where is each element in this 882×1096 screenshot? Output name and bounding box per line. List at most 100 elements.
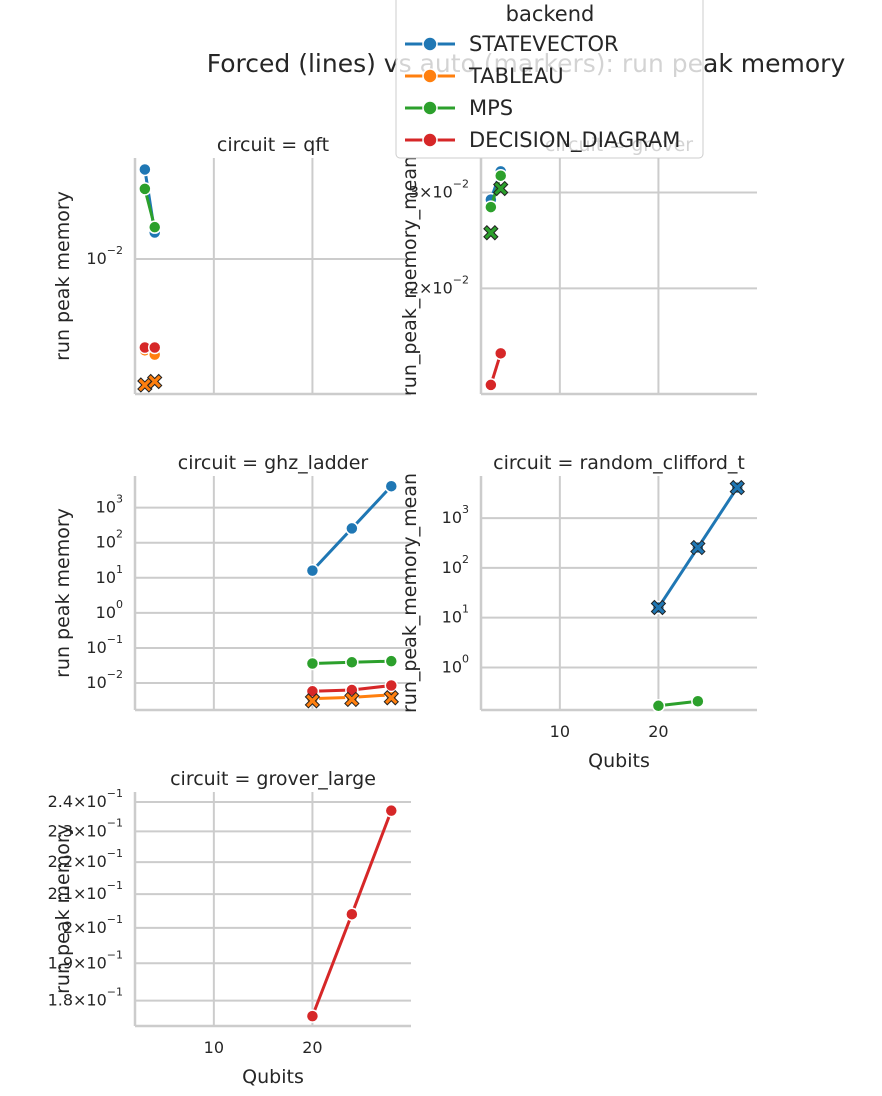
legend-marker bbox=[422, 36, 438, 52]
y-tick-label-exponent: 2 bbox=[462, 553, 469, 566]
y-tick-label-base: 2.1×10 bbox=[48, 884, 107, 903]
panel-title: circuit = random_clifford_t bbox=[493, 452, 745, 474]
panel-title: circuit = grover_large bbox=[170, 768, 376, 790]
y-tick-label-exponent: −1 bbox=[107, 633, 123, 646]
x-axis-label: Qubits bbox=[242, 1066, 304, 1088]
y-tick-label-exponent: 0 bbox=[116, 598, 123, 611]
y-axis-label: run_peak_memory_mean bbox=[399, 156, 421, 396]
data-point bbox=[651, 699, 666, 713]
data-point bbox=[305, 563, 320, 578]
data-point bbox=[345, 907, 359, 921]
y-tick-label-exponent: −2 bbox=[453, 273, 469, 286]
data-point bbox=[345, 655, 359, 670]
y-tick-label-base: 10 bbox=[96, 532, 116, 551]
legend-label: STATEVECTOR bbox=[469, 32, 619, 56]
y-tick-label-exponent: −2 bbox=[107, 668, 123, 681]
legend-item: STATEVECTOR bbox=[405, 32, 619, 56]
auto-marker bbox=[147, 373, 163, 390]
y-tick-label: 101 bbox=[442, 603, 469, 627]
y-tick-label: 1.8×10−1 bbox=[48, 986, 123, 1010]
legend-marker bbox=[422, 68, 438, 84]
legend-item: DECISION_DIAGRAM bbox=[405, 128, 680, 153]
y-tick-label-base: 2.2×10 bbox=[48, 852, 107, 871]
data-point bbox=[384, 654, 399, 668]
y-tick-label: 10−2 bbox=[86, 244, 123, 268]
y-tick-label: 3×10−2 bbox=[409, 177, 469, 201]
auto-marker bbox=[493, 180, 509, 197]
y-tick-label-base: 10 bbox=[86, 637, 106, 656]
y-tick-label-exponent: 0 bbox=[462, 652, 469, 665]
data-point bbox=[138, 182, 152, 196]
y-tick-label-exponent: −1 bbox=[107, 787, 123, 800]
auto-marker bbox=[483, 225, 499, 241]
x-tick-label: 10 bbox=[550, 722, 570, 741]
y-tick-label: 2.3×10−1 bbox=[48, 816, 123, 840]
y-tick-label-exponent: −1 bbox=[107, 948, 123, 961]
legend: backend STATEVECTOR TABLEAU MPS DECISION_DI… bbox=[395, 0, 704, 159]
legend-label: MPS bbox=[469, 96, 513, 120]
y-tick-label-base: 1.8×10 bbox=[48, 990, 107, 1009]
auto-marker bbox=[137, 377, 153, 393]
y-tick-label: 100 bbox=[442, 652, 469, 676]
data-point bbox=[345, 521, 359, 536]
data-point bbox=[691, 694, 705, 708]
y-tick-label: 2×10−2 bbox=[409, 273, 469, 297]
y-tick-label-exponent: −2 bbox=[107, 244, 123, 257]
legend-label: DECISION_DIAGRAM bbox=[469, 128, 680, 153]
y-tick-label: 2×10−1 bbox=[63, 913, 123, 937]
y-tick-label-base: 10 bbox=[442, 508, 462, 527]
auto-marker bbox=[344, 691, 360, 708]
data-point bbox=[484, 378, 498, 392]
data-point bbox=[484, 200, 498, 214]
data-point bbox=[384, 803, 399, 818]
legend-items: STATEVECTOR TABLEAU MPS DECISION_DIAGRAM bbox=[405, 32, 680, 153]
y-tick-label: 1.9×10−1 bbox=[48, 948, 123, 972]
y-tick-label-base: 10 bbox=[442, 657, 462, 676]
y-tick-label-base: 10 bbox=[86, 673, 106, 692]
y-tick-label: 101 bbox=[96, 563, 123, 587]
y-tick-label: 102 bbox=[96, 528, 123, 552]
legend-marker bbox=[422, 132, 438, 148]
data-point bbox=[147, 340, 162, 355]
panel-title: circuit = ghz_ladder bbox=[178, 452, 369, 474]
y-tick-label-base: 2.4×10 bbox=[48, 791, 107, 810]
y-tick-label-exponent: 3 bbox=[116, 493, 123, 506]
data-point bbox=[384, 678, 399, 693]
panel-1: 10−2 circuit = qft run peak memory bbox=[52, 134, 411, 396]
y-tick-label: 2.1×10−1 bbox=[48, 879, 123, 903]
data-point bbox=[138, 162, 152, 177]
y-tick-label-exponent: −1 bbox=[107, 847, 123, 860]
panel-title: circuit = qft bbox=[217, 134, 329, 156]
y-tick-label-exponent: 1 bbox=[116, 563, 123, 576]
y-tick-label-base: 10 bbox=[442, 607, 462, 626]
y-axis-label: run peak memory bbox=[52, 824, 74, 994]
y-tick-label-exponent: −1 bbox=[107, 986, 123, 999]
y-tick-label-exponent: 2 bbox=[116, 528, 123, 541]
y-tick-label: 102 bbox=[442, 553, 469, 577]
y-tick-label-base: 2.3×10 bbox=[48, 821, 107, 840]
data-point bbox=[493, 346, 508, 361]
y-tick-label-base: 10 bbox=[86, 248, 106, 267]
y-tick-label-base: 10 bbox=[96, 602, 116, 621]
x-tick-label: 20 bbox=[302, 1038, 322, 1057]
y-tick-label-exponent: −1 bbox=[107, 913, 123, 926]
y-tick-label-base: 10 bbox=[96, 567, 116, 586]
auto-marker bbox=[690, 539, 706, 556]
panel-5: 10 201.8×10−11.9×10−12×10−12.1×10−12.2×10… bbox=[48, 768, 411, 1088]
data-point bbox=[305, 656, 320, 671]
data-point bbox=[384, 479, 399, 493]
data-point bbox=[493, 168, 508, 183]
y-tick-label: 103 bbox=[96, 493, 123, 516]
y-tick-label-base: 3×10 bbox=[409, 182, 453, 201]
y-tick-label-base: 2×10 bbox=[63, 917, 107, 936]
auto-marker bbox=[729, 479, 745, 496]
legend-title: backend bbox=[506, 2, 595, 26]
auto-marker bbox=[383, 690, 399, 706]
y-axis-label: run_peak_memory_mean bbox=[399, 473, 421, 713]
y-tick-label: 2.2×10−1 bbox=[48, 847, 123, 871]
y-tick-label: 100 bbox=[96, 598, 123, 622]
